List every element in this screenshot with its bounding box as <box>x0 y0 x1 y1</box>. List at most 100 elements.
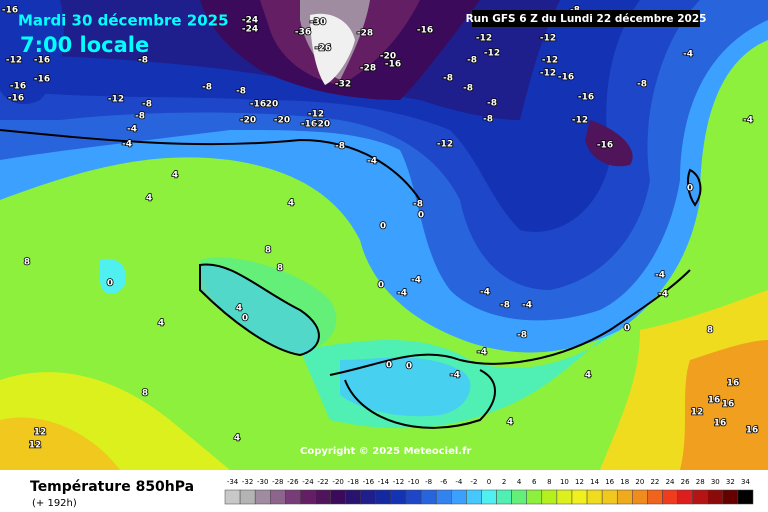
contour-label: -4 <box>397 289 407 299</box>
color-cell <box>692 489 708 505</box>
legend-tick: -12 <box>393 478 404 486</box>
color-cell <box>375 489 392 505</box>
contour-label: -4 <box>477 348 487 358</box>
legend-tick: -6 <box>440 478 448 486</box>
color-cell <box>556 489 573 505</box>
legend-tick: 4 <box>517 478 522 486</box>
color-cell <box>707 489 724 505</box>
color-cell <box>315 489 331 505</box>
color-cell <box>481 489 497 505</box>
contour-label: -4 <box>480 288 490 298</box>
legend-tick: -34 <box>227 478 239 486</box>
legend-tick: 10 <box>560 478 569 486</box>
contour-label: -12 <box>476 34 492 44</box>
map-background <box>0 0 768 470</box>
contour-label: -16 <box>597 141 613 151</box>
run-box <box>472 10 700 27</box>
legend-tick: -24 <box>302 478 314 486</box>
legend-tick: 14 <box>590 478 599 486</box>
contour-label: -16 <box>417 26 433 36</box>
legend-tick: -32 <box>242 478 253 486</box>
contour-label: -20 <box>314 120 330 130</box>
color-cell <box>571 489 588 505</box>
legend-tick: -8 <box>425 478 432 486</box>
contour-label: -8 <box>500 301 510 311</box>
contour-label: -16 <box>34 75 50 85</box>
contour-label: 8 <box>277 264 283 274</box>
contour-label: 4 <box>158 319 164 329</box>
contour-label: 4 <box>236 304 242 314</box>
legend-tick: -16 <box>363 478 375 486</box>
contour-label: -16 <box>2 6 18 16</box>
contour-label: 16 <box>708 396 721 406</box>
contour-label: -28 <box>360 64 376 74</box>
contour-label: -16 <box>301 120 317 130</box>
contour-label: -16 <box>578 93 594 103</box>
contour-label: -4 <box>655 271 665 281</box>
color-cell <box>300 489 316 505</box>
contour-label: 0 <box>380 222 386 232</box>
contour-label: -12 <box>308 110 324 120</box>
contour-label: 0 <box>386 361 392 371</box>
contour-label: -8 <box>335 142 345 152</box>
contour-label: -4 <box>411 276 421 286</box>
color-cell <box>677 489 693 505</box>
contour-label: 12 <box>34 428 47 438</box>
contour-label: -8 <box>463 84 473 94</box>
legend-tick: -2 <box>470 478 477 486</box>
contour-label: 0 <box>687 184 693 194</box>
contour-label: -12 <box>540 34 556 44</box>
contour-label: -24 <box>242 16 258 26</box>
local-time: 7:00 locale <box>20 33 149 57</box>
contour-label: -8 <box>202 83 212 93</box>
color-cell <box>420 489 437 505</box>
color-cell <box>435 489 452 505</box>
contour-label: 16 <box>714 419 727 429</box>
contour-label: -12 <box>542 56 558 66</box>
contour-label: -32 <box>335 80 351 90</box>
contour-label: -12 <box>484 49 500 59</box>
color-cell <box>632 489 648 505</box>
contour-label: 8 <box>24 258 30 268</box>
contour-label: -4 <box>450 371 460 381</box>
contour-label: 4 <box>507 418 513 428</box>
contour-label: 0 <box>107 279 113 289</box>
legend-tick: 6 <box>532 478 537 486</box>
contour-label: -4 <box>367 157 377 167</box>
contour-label: -8 <box>236 87 246 97</box>
legend-tick: 20 <box>635 478 644 486</box>
contour-label: 4 <box>146 194 152 204</box>
contour-label: -8 <box>413 200 423 210</box>
legend-title: Température 850hPa <box>30 479 194 495</box>
contour-label: 0 <box>624 324 630 334</box>
contour-label: 0 <box>406 362 412 372</box>
contour-label: -20 <box>240 116 256 126</box>
contour-label: -12 <box>108 95 124 105</box>
contour-label: -16 <box>8 94 24 104</box>
contour-label: 12 <box>691 408 704 418</box>
legend-tick: -22 <box>317 478 328 486</box>
contour-label: -16 <box>558 73 574 83</box>
color-cell <box>541 489 558 505</box>
color-cell <box>511 489 527 505</box>
contour-label: -8 <box>443 74 453 84</box>
contour-label: -8 <box>467 56 477 66</box>
contour-label: -4 <box>658 290 668 300</box>
contour-label: -12 <box>540 69 556 79</box>
contour-label: -20 <box>274 116 290 126</box>
contour-label: 8 <box>707 326 713 336</box>
legend-tick: -14 <box>378 478 390 486</box>
legend-tick: 2 <box>502 478 506 486</box>
color-cell <box>360 489 377 505</box>
contour-label: -16 <box>250 100 266 110</box>
contour-label: -12 <box>572 116 588 126</box>
color-cell <box>345 489 362 505</box>
legend-tick: 0 <box>487 478 491 486</box>
color-cell <box>737 489 754 505</box>
contour-label: -20 <box>380 52 396 62</box>
legend-tick: -10 <box>408 478 419 486</box>
contour-label: -8 <box>142 100 152 110</box>
legend-tick: 12 <box>575 478 584 486</box>
legend-tick: 22 <box>650 478 659 486</box>
